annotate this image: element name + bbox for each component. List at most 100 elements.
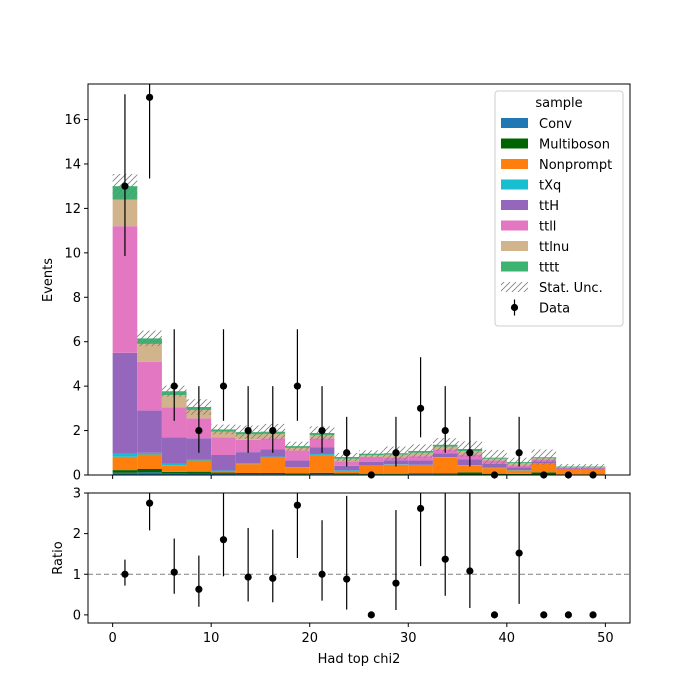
ratio-point bbox=[515, 549, 523, 557]
bar-ttll bbox=[408, 456, 433, 461]
bar-multiboson bbox=[506, 473, 532, 475]
ratio-point bbox=[589, 611, 597, 619]
ratio-axes-frame bbox=[87, 492, 631, 624]
ratio-y-tick-label: 0 bbox=[73, 608, 81, 623]
bar-conv bbox=[161, 473, 187, 475]
bar-tth bbox=[482, 463, 507, 468]
ratio-point bbox=[564, 611, 573, 619]
ratio-x-axis-label: Had top chi2 bbox=[318, 652, 401, 667]
ratio-point bbox=[318, 570, 326, 578]
bar-conv bbox=[112, 472, 138, 475]
bar-nonprompt bbox=[112, 456, 138, 471]
ratio-point bbox=[219, 536, 228, 544]
ratio-point bbox=[441, 555, 449, 563]
stat-unc-bin bbox=[482, 449, 507, 466]
bar-txq bbox=[408, 464, 433, 466]
ratio-point bbox=[170, 568, 178, 576]
bar-txq bbox=[161, 463, 187, 466]
bar-tth bbox=[556, 468, 581, 470]
ratio-point bbox=[244, 573, 252, 581]
bar-multiboson bbox=[211, 472, 236, 474]
bar-tth bbox=[112, 352, 138, 454]
ratio-y-tick-label: 3 bbox=[73, 487, 81, 502]
data-point bbox=[515, 449, 523, 457]
bar-multiboson bbox=[285, 473, 310, 475]
bar-nonprompt bbox=[285, 467, 310, 474]
data-point bbox=[293, 382, 302, 390]
bar-txq bbox=[334, 470, 359, 472]
data-point bbox=[269, 426, 277, 435]
ratio-y-ticks: 0 1 2 3 bbox=[73, 487, 88, 623]
legend-label: Nonprompt bbox=[539, 158, 612, 173]
bar-multiboson bbox=[309, 472, 335, 475]
legend-swatch-txq bbox=[501, 179, 528, 190]
main-y-axis-label: Events bbox=[41, 258, 56, 302]
bar-txq bbox=[260, 456, 286, 458]
legend-swatch-conv bbox=[501, 118, 528, 128]
ratio-x-tick-label: 0 bbox=[108, 631, 116, 646]
ratio-data-points bbox=[121, 493, 597, 619]
bar-multiboson bbox=[235, 473, 261, 475]
ratio-x-tick-label: 50 bbox=[597, 631, 614, 646]
bar-tth bbox=[260, 449, 286, 457]
bar-nonprompt bbox=[235, 464, 261, 474]
legend-swatch-multiboson bbox=[501, 138, 528, 149]
stat-unc-bin bbox=[211, 424, 236, 435]
bar-tth bbox=[285, 460, 310, 468]
ratio-x-tick-label: 10 bbox=[203, 631, 220, 646]
bar-nonprompt bbox=[506, 470, 532, 474]
ratio-x-tick-label: 40 bbox=[499, 631, 516, 646]
bar-multiboson bbox=[408, 473, 433, 475]
y-tick-label: 2 bbox=[73, 424, 81, 439]
bar-txq bbox=[309, 454, 335, 456]
main-data-points bbox=[121, 84, 597, 479]
bar-tth bbox=[137, 410, 162, 453]
legend-label: Stat. Unc. bbox=[539, 281, 603, 296]
y-tick-label: 8 bbox=[73, 291, 81, 306]
data-point bbox=[318, 426, 326, 435]
bar-multiboson bbox=[457, 472, 483, 475]
bar-multiboson bbox=[260, 473, 286, 475]
legend-title: sample bbox=[535, 96, 582, 111]
bar-nonprompt bbox=[161, 465, 187, 472]
stat-unc-bin bbox=[408, 444, 433, 458]
legend-label: ttlnu bbox=[539, 240, 569, 255]
ratio-y-axis-label: Ratio bbox=[51, 541, 66, 574]
y-tick-label: 10 bbox=[64, 246, 81, 261]
data-point bbox=[170, 382, 178, 390]
data-point bbox=[416, 404, 425, 412]
legend-data-marker bbox=[510, 303, 519, 312]
ratio-point bbox=[343, 575, 351, 583]
bar-txq bbox=[112, 453, 138, 457]
bar-txq bbox=[211, 470, 236, 472]
bar-ttll bbox=[285, 450, 310, 461]
bar-nonprompt bbox=[334, 471, 359, 474]
bar-multiboson bbox=[432, 473, 458, 475]
bar-ttlnu bbox=[137, 343, 162, 362]
main-axes-frame bbox=[87, 83, 631, 476]
ratio-panel: 0 1 2 3 0 10 20 30 40 50 Ratio Had top chi2 bbox=[51, 487, 631, 667]
stat-unc-bin bbox=[285, 441, 310, 451]
y-tick-label: 14 bbox=[64, 157, 81, 172]
bar-multiboson bbox=[186, 471, 212, 474]
data-point bbox=[466, 449, 474, 457]
bar-tth bbox=[506, 467, 532, 471]
legend: sample Conv Multiboson Nonprompt tXq ttH ttll t… bbox=[494, 90, 624, 327]
bar-nonprompt bbox=[482, 468, 507, 474]
bar-tth bbox=[580, 468, 606, 470]
bar-multiboson bbox=[383, 473, 409, 475]
stat-unc-bin bbox=[580, 464, 606, 469]
main-y-ticks: 0 2 4 6 8 10 12 14 16 bbox=[64, 113, 88, 484]
y-tick-label: 16 bbox=[64, 113, 81, 128]
bar-ttlnu bbox=[211, 431, 236, 438]
bar-txq bbox=[186, 459, 212, 461]
ratio-x-tick-label: 30 bbox=[400, 631, 417, 646]
data-point bbox=[244, 426, 252, 435]
ratio-point bbox=[466, 567, 474, 575]
bar-conv bbox=[211, 473, 236, 475]
ratio-point bbox=[121, 570, 129, 578]
bar-nonprompt bbox=[309, 455, 335, 473]
bar-tth bbox=[235, 452, 261, 464]
bar-tth bbox=[211, 455, 236, 471]
bar-nonprompt bbox=[408, 465, 433, 474]
